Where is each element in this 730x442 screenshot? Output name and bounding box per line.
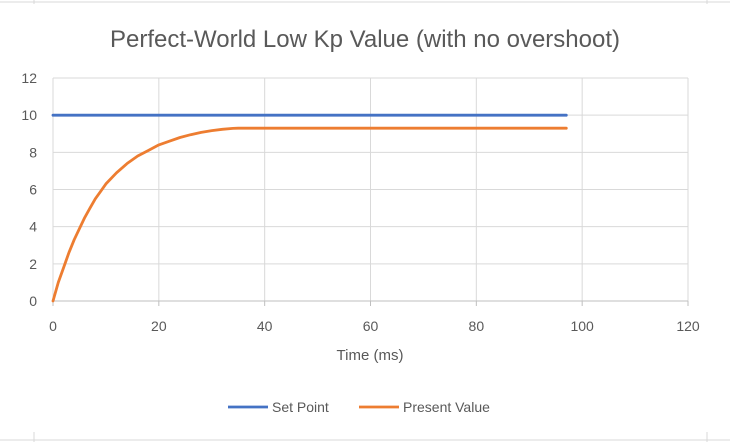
y-tick-label: 0 <box>29 293 37 309</box>
y-tick-label: 12 <box>21 70 37 86</box>
series-layer <box>51 113 568 303</box>
y-tick-label: 2 <box>29 256 37 272</box>
y-tick-label: 4 <box>29 219 37 235</box>
x-tick-label: 0 <box>49 318 57 334</box>
x-tick-label: 20 <box>151 318 167 334</box>
legend: Set Point Present Value <box>228 399 490 415</box>
series-line-present-value <box>51 126 568 303</box>
grid-layer <box>52 77 689 301</box>
x-tick-label: 60 <box>363 318 379 334</box>
x-tick-label: 100 <box>570 318 594 334</box>
y-tick-label: 10 <box>21 107 37 123</box>
legend-label: Set Point <box>272 399 329 415</box>
x-tick-label: 40 <box>257 318 273 334</box>
x-tick-label: 120 <box>676 318 700 334</box>
x-tick-label: 80 <box>469 318 485 334</box>
legend-label: Present Value <box>403 399 490 415</box>
chart-title: Perfect-World Low Kp Value (with no over… <box>110 26 620 53</box>
y-tick-label: 6 <box>29 182 37 198</box>
y-tick-label: 8 <box>29 144 37 160</box>
x-axis-title: Time (ms) <box>337 347 404 364</box>
